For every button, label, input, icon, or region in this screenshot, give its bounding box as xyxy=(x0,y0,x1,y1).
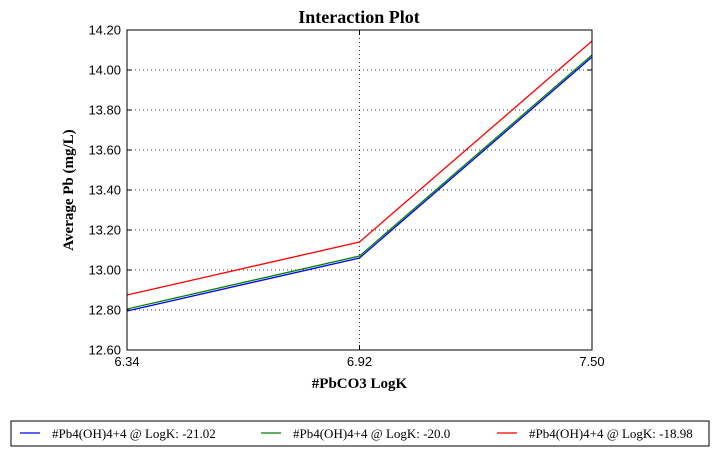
series-line-1 xyxy=(126,56,593,312)
y-tick-label: 13.60 xyxy=(88,143,121,158)
y-tick-label: 13.80 xyxy=(88,103,121,118)
legend-label: #Pb4(OH)4+4 @ LogK: -21.02 xyxy=(52,426,216,441)
x-tick-label: 7.50 xyxy=(579,354,604,369)
chart-title: Interaction Plot xyxy=(298,7,419,27)
legend-label: #Pb4(OH)4+4 @ LogK: -20.0 xyxy=(293,426,450,441)
plot-frame xyxy=(126,29,593,351)
grid xyxy=(127,30,592,350)
series-line-3 xyxy=(126,40,593,296)
legend: #Pb4(OH)4+4 @ LogK: -21.02 #Pb4(OH)4+4 @ … xyxy=(10,420,710,447)
series-lines xyxy=(126,40,593,312)
legend-label: #Pb4(OH)4+4 @ LogK: -18.98 xyxy=(529,426,693,441)
y-tick-label: 12.60 xyxy=(88,343,121,358)
y-axis-ticks: 12.60 12.80 13.00 13.20 13.40 13.60 13.80 14.00… xyxy=(88,23,592,358)
y-tick-label: 13.00 xyxy=(88,263,121,278)
y-tick-label: 13.20 xyxy=(88,223,121,238)
series-line-2 xyxy=(126,54,593,310)
legend-box xyxy=(10,420,710,447)
x-tick-label: 6.34 xyxy=(114,354,139,369)
x-axis-label: #PbCO3 LogK xyxy=(312,376,408,392)
x-tick-label: 6.92 xyxy=(347,354,372,369)
y-tick-label: 14.00 xyxy=(88,63,121,78)
y-tick-label: 12.80 xyxy=(88,303,121,318)
y-axis-label: Average Pb (mg/L) xyxy=(61,129,77,250)
x-axis-ticks: 6.34 6.92 7.50 xyxy=(114,30,605,369)
y-tick-label: 14.20 xyxy=(88,23,121,38)
y-tick-label: 13.40 xyxy=(88,183,121,198)
